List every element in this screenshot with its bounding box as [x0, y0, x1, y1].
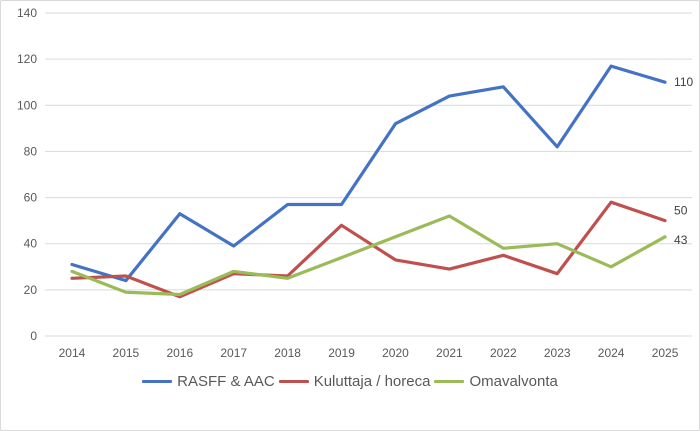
legend-label-omavalvonta: Omavalvonta — [469, 373, 558, 390]
legend-item-kuluttaja-horeca: Kuluttaja / horeca — [278, 373, 431, 390]
x-tick-label: 2017 — [220, 346, 247, 360]
y-tick-label: 140 — [17, 6, 37, 20]
data-label: 110 — [674, 75, 693, 89]
series-line-rasff-aac — [70, 64, 667, 283]
x-tick-label: 2014 — [59, 346, 86, 360]
x-tick-label: 2016 — [166, 346, 193, 360]
x-tick-label: 2020 — [382, 346, 409, 360]
data-label: 43 — [674, 233, 688, 247]
series-line-kuluttaja-horeca — [70, 200, 667, 299]
series-line-omavalvonta — [70, 214, 667, 297]
x-tick-label: 2015 — [113, 346, 140, 360]
y-tick-label: 40 — [24, 237, 38, 251]
data-label: 50 — [674, 204, 688, 218]
y-tick-label: 120 — [17, 52, 37, 66]
x-tick-label: 2024 — [598, 346, 625, 360]
legend-label-kuluttaja-horeca: Kuluttaja / horeca — [313, 373, 431, 390]
x-tick-label: 2023 — [544, 346, 571, 360]
x-tick-label: 2018 — [274, 346, 301, 360]
legend-label-rasff-aac: RASFF & AAC — [177, 373, 275, 390]
rasff-aac-line-swatch-icon — [142, 380, 173, 383]
chart-legend: RASFF & AAC Kuluttaja / horeca Omavalvon… — [1, 373, 699, 390]
kuluttaja-horeca-line-swatch-icon — [278, 380, 309, 383]
x-tick-label: 2022 — [490, 346, 517, 360]
y-tick-label: 60 — [24, 191, 38, 205]
y-tick-label: 0 — [30, 329, 37, 343]
x-tick-label: 2025 — [652, 346, 679, 360]
y-tick-label: 80 — [24, 144, 38, 158]
y-tick-label: 20 — [24, 283, 38, 297]
omavalvonta-line-swatch-icon — [434, 380, 465, 383]
x-tick-label: 2019 — [328, 346, 355, 360]
x-tick-label: 2021 — [436, 346, 463, 360]
y-tick-label: 100 — [17, 98, 37, 112]
legend-item-omavalvonta: Omavalvonta — [434, 373, 558, 390]
legend-item-rasff-aac: RASFF & AAC — [142, 373, 275, 390]
